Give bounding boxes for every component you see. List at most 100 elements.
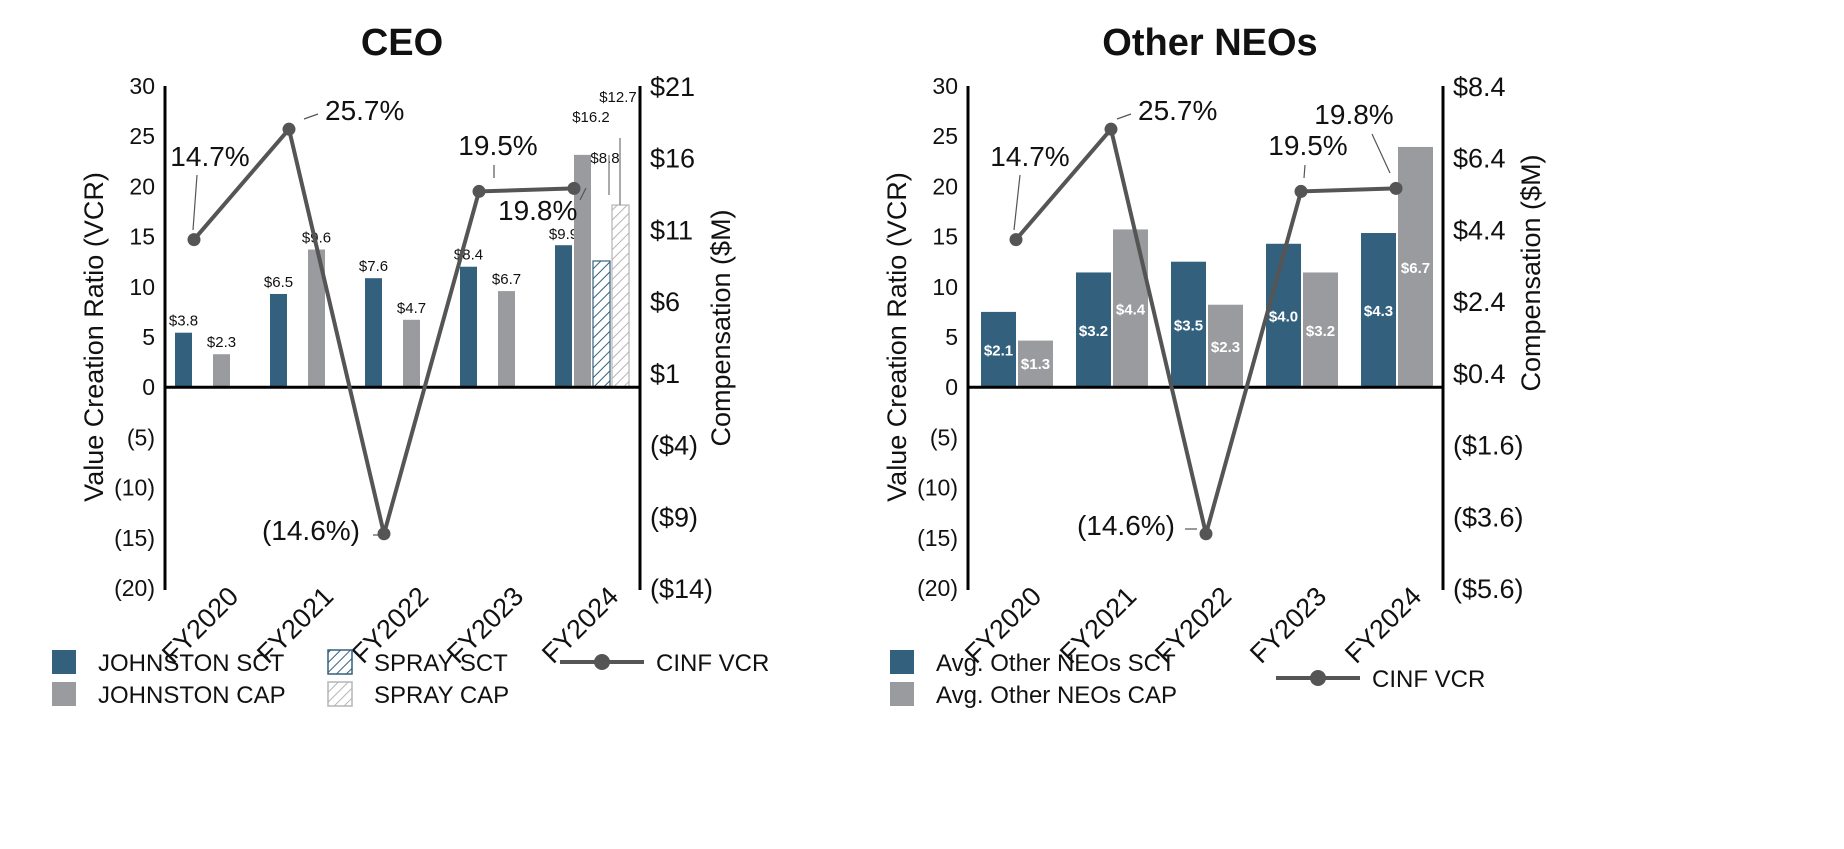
- vcr-point: [377, 527, 391, 541]
- left-axis-tick-label: 10: [129, 274, 155, 300]
- bar-value-label: $3.8: [169, 313, 198, 330]
- vcr-point: [567, 181, 581, 195]
- legend-swatch: [52, 682, 76, 706]
- category-label: FY2024: [1339, 581, 1427, 669]
- bar-value-label: $9.9: [549, 226, 578, 243]
- vcr-value-label: 19.5%: [1268, 130, 1347, 161]
- left-axis-title: Value Creation Ratio (VCR): [882, 172, 912, 502]
- vcr-value-label: 25.7%: [1138, 95, 1217, 126]
- category-label: FY2023: [1244, 581, 1332, 669]
- right-axis-title: Compensation ($M): [706, 209, 736, 446]
- bar: [175, 332, 192, 388]
- right-axis-tick-label: $8.4: [1453, 72, 1506, 102]
- bar: [403, 319, 420, 388]
- other-neos-chart: Other NEOs 30 25 20 15 10 5 0 (5) (10) (15) (20) $8.…: [882, 22, 1546, 709]
- ceo-chart: CEO 30 25 20 15 10 5 0 (5) (10) (15) (20) $21 $16 $11 $…: [52, 22, 769, 709]
- bar: [460, 266, 477, 388]
- vcr-value-label: 14.7%: [990, 141, 1069, 172]
- vcr-label-leader: [303, 113, 319, 120]
- bar: [1171, 261, 1206, 388]
- bar: [1208, 304, 1243, 388]
- vcr-value-label: (14.6%): [1077, 510, 1175, 541]
- bar: [1303, 272, 1338, 388]
- bar: [365, 278, 382, 388]
- bar-value-label: $4.0: [1269, 308, 1298, 325]
- bar: [1076, 272, 1111, 388]
- vcr-point: [1294, 184, 1308, 198]
- right-axis-tick-label: $1: [650, 359, 680, 389]
- vcr-value-label: 19.8%: [1314, 99, 1393, 130]
- bar-value-label: $16.2: [572, 109, 610, 126]
- legend-label: SPRAY CAP: [374, 682, 509, 709]
- legend-label: CINF VCR: [656, 650, 769, 677]
- bar-value-label: $6.7: [1401, 260, 1430, 277]
- bar-value-label: $6.7: [492, 271, 521, 288]
- bar-value-label: $3.2: [1306, 323, 1335, 340]
- bar-value-label: $7.6: [359, 258, 388, 275]
- right-axis-title: Compensation ($M): [1516, 154, 1546, 391]
- vcr-value-label: 19.8%: [498, 195, 577, 226]
- legend-swatch: [890, 682, 914, 706]
- left-axis-tick-label: 25: [932, 123, 958, 149]
- left-axis-tick-label: (15): [114, 525, 155, 551]
- chart-title: CEO: [361, 22, 443, 64]
- vcr-value-label: 14.7%: [170, 141, 249, 172]
- left-axis-tick-label: 0: [945, 374, 958, 400]
- vcr-value-label: 25.7%: [325, 95, 404, 126]
- left-axis-tick-label: 20: [932, 173, 958, 199]
- left-axis-tick-label: 0: [142, 374, 155, 400]
- vcr-point: [1389, 181, 1403, 195]
- chart-title: Other NEOs: [1102, 22, 1317, 64]
- left-axis-tick-label: (15): [917, 525, 958, 551]
- bar-value-label: $2.1: [984, 343, 1013, 360]
- right-axis-tick-label: ($3.6): [1453, 502, 1524, 532]
- bar: [574, 154, 591, 388]
- vcr-label-leader: [579, 187, 587, 201]
- bar: [555, 245, 572, 388]
- bar: [592, 260, 611, 388]
- right-axis-tick-label: $4.4: [1453, 215, 1506, 245]
- legend-swatch: [52, 650, 76, 674]
- bar: [1361, 233, 1396, 388]
- legend-label: JOHNSTON SCT: [98, 650, 285, 677]
- bar-value-label: $4.4: [1116, 301, 1146, 318]
- bar-value-label: $3.2: [1079, 323, 1108, 340]
- left-axis-tick-label: (5): [127, 424, 155, 450]
- bar: [1398, 146, 1433, 388]
- left-axis-tick-label: 15: [932, 224, 958, 250]
- legend-label: SPRAY SCT: [374, 650, 508, 677]
- vcr-point: [1199, 527, 1213, 541]
- left-axis-tick-label: 30: [932, 73, 958, 99]
- right-axis-tick-label: $21: [650, 72, 695, 102]
- left-axis-title: Value Creation Ratio (VCR): [79, 172, 109, 502]
- bar: [611, 204, 630, 388]
- legend-swatch: [890, 650, 914, 674]
- left-axis-tick-label: (20): [917, 575, 958, 601]
- legend-label: JOHNSTON CAP: [98, 682, 286, 709]
- right-axis-tick-label: $2.4: [1453, 287, 1506, 317]
- vcr-label-leader: [1013, 174, 1021, 231]
- bar-value-label: $8.8: [590, 150, 619, 167]
- left-axis-tick-label: (10): [114, 475, 155, 501]
- vcr-point: [187, 233, 201, 247]
- left-axis-tick-label: 25: [129, 123, 155, 149]
- vcr-label-leader: [192, 174, 198, 231]
- bar-value-label: $12.7: [599, 89, 637, 106]
- right-axis-tick-label: $11: [650, 215, 693, 245]
- bar: [270, 293, 287, 388]
- bar: [308, 249, 325, 388]
- legend-swatch: [327, 681, 353, 707]
- legend-label: CINF VCR: [1372, 666, 1485, 693]
- bar-value-label: $1.3: [1021, 356, 1050, 373]
- right-axis-tick-label: ($5.6): [1453, 574, 1524, 604]
- bar: [1266, 243, 1301, 388]
- legend-label: Avg. Other NEOs SCT: [936, 650, 1176, 677]
- legend-point-swatch: [1310, 670, 1326, 686]
- right-axis-tick-label: ($1.6): [1453, 431, 1524, 461]
- bar: [1018, 340, 1053, 388]
- vcr-label-leader: [1116, 113, 1132, 120]
- vcr-line: [192, 124, 575, 535]
- bar-value-label: $2.3: [1211, 339, 1240, 356]
- right-axis-tick-label: ($9): [650, 502, 698, 532]
